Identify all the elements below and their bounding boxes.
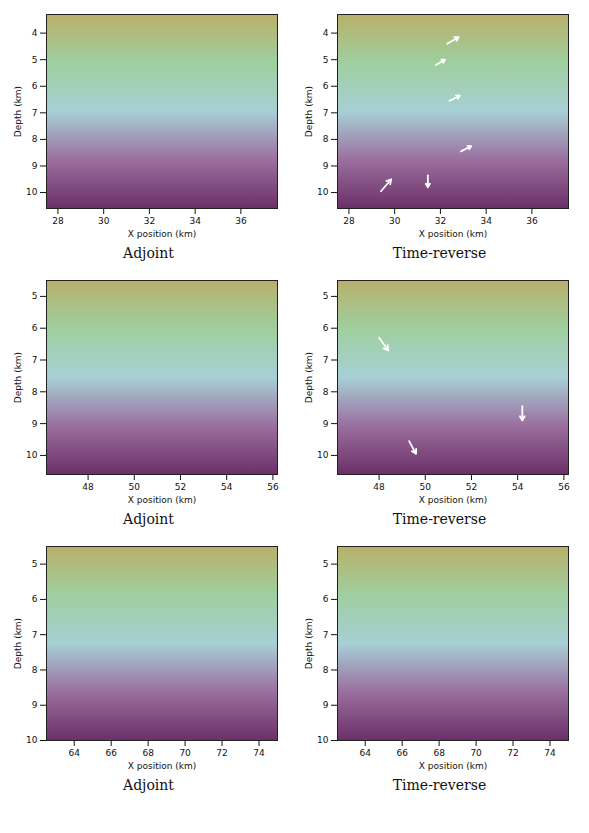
svg-text:56: 56 bbox=[558, 482, 570, 492]
svg-text:5: 5 bbox=[32, 55, 38, 65]
svg-text:Depth (km): Depth (km) bbox=[304, 86, 314, 137]
svg-text:9: 9 bbox=[323, 700, 329, 710]
svg-text:30: 30 bbox=[389, 216, 401, 226]
svg-text:8: 8 bbox=[323, 665, 329, 675]
svg-text:6: 6 bbox=[323, 594, 329, 604]
svg-text:10: 10 bbox=[26, 187, 38, 197]
svg-text:5: 5 bbox=[32, 291, 38, 301]
svg-text:32: 32 bbox=[435, 216, 446, 226]
svg-text:7: 7 bbox=[323, 630, 329, 640]
svg-text:9: 9 bbox=[323, 418, 329, 428]
svg-text:64: 64 bbox=[68, 748, 80, 758]
svg-text:9: 9 bbox=[32, 161, 38, 171]
svg-text:5: 5 bbox=[32, 559, 38, 569]
svg-text:Depth (km): Depth (km) bbox=[13, 618, 23, 669]
svg-text:4: 4 bbox=[323, 28, 329, 38]
svg-text:66: 66 bbox=[105, 748, 117, 758]
svg-text:10: 10 bbox=[26, 735, 38, 745]
svg-text:68: 68 bbox=[433, 748, 445, 758]
svg-text:7: 7 bbox=[32, 355, 38, 365]
svg-text:6: 6 bbox=[32, 594, 38, 604]
svg-text:48: 48 bbox=[82, 482, 94, 492]
svg-text:10: 10 bbox=[317, 735, 329, 745]
svg-text:Depth (km): Depth (km) bbox=[304, 352, 314, 403]
html-text:Adjoint: Adjoint bbox=[123, 245, 174, 261]
svg-text:36: 36 bbox=[235, 216, 247, 226]
svg-text:36: 36 bbox=[526, 216, 538, 226]
svg-text:5: 5 bbox=[323, 291, 329, 301]
svg-text:34: 34 bbox=[189, 216, 201, 226]
svg-text:Depth (km): Depth (km) bbox=[13, 86, 23, 137]
svg-text:7: 7 bbox=[32, 108, 38, 118]
svg-text:X position (km): X position (km) bbox=[419, 761, 488, 771]
svg-text:28: 28 bbox=[343, 216, 355, 226]
svg-text:6: 6 bbox=[32, 323, 38, 333]
svg-text:6: 6 bbox=[323, 323, 329, 333]
html-text:Time-reverse: Time-reverse bbox=[392, 777, 487, 793]
svg-text:52: 52 bbox=[175, 482, 186, 492]
html-text:Adjoint: Adjoint bbox=[123, 777, 174, 793]
svg-text:10: 10 bbox=[317, 187, 329, 197]
svg-text:5: 5 bbox=[323, 55, 329, 65]
svg-text:32: 32 bbox=[144, 216, 155, 226]
svg-text:70: 70 bbox=[470, 748, 482, 758]
svg-text:8: 8 bbox=[323, 387, 329, 397]
svg-text:9: 9 bbox=[323, 161, 329, 171]
svg-text:70: 70 bbox=[179, 748, 191, 758]
svg-text:Depth (km): Depth (km) bbox=[13, 352, 23, 403]
svg-text:8: 8 bbox=[32, 665, 38, 675]
svg-text:9: 9 bbox=[32, 418, 38, 428]
svg-text:10: 10 bbox=[26, 450, 38, 460]
svg-text:72: 72 bbox=[507, 748, 518, 758]
svg-text:6: 6 bbox=[323, 81, 329, 91]
svg-text:34: 34 bbox=[480, 216, 492, 226]
svg-text:7: 7 bbox=[323, 108, 329, 118]
svg-text:4: 4 bbox=[32, 28, 38, 38]
svg-text:56: 56 bbox=[267, 482, 279, 492]
svg-text:68: 68 bbox=[142, 748, 154, 758]
svg-text:8: 8 bbox=[32, 134, 38, 144]
html-text:Time-reverse: Time-reverse bbox=[392, 245, 487, 261]
html-text:Time-reverse: Time-reverse bbox=[392, 511, 487, 527]
svg-text:74: 74 bbox=[253, 748, 265, 758]
svg-text:X position (km): X position (km) bbox=[128, 495, 197, 505]
svg-text:28: 28 bbox=[52, 216, 64, 226]
svg-text:66: 66 bbox=[396, 748, 408, 758]
svg-text:50: 50 bbox=[129, 482, 141, 492]
svg-text:54: 54 bbox=[512, 482, 524, 492]
svg-text:10: 10 bbox=[317, 450, 329, 460]
svg-text:X position (km): X position (km) bbox=[419, 229, 488, 239]
svg-text:7: 7 bbox=[32, 630, 38, 640]
svg-text:X position (km): X position (km) bbox=[128, 229, 197, 239]
svg-text:52: 52 bbox=[466, 482, 477, 492]
svg-text:72: 72 bbox=[216, 748, 227, 758]
svg-text:Depth (km): Depth (km) bbox=[304, 618, 314, 669]
svg-text:74: 74 bbox=[544, 748, 556, 758]
svg-text:9: 9 bbox=[32, 700, 38, 710]
svg-text:8: 8 bbox=[32, 387, 38, 397]
svg-text:7: 7 bbox=[323, 355, 329, 365]
svg-text:6: 6 bbox=[32, 81, 38, 91]
svg-text:X position (km): X position (km) bbox=[419, 495, 488, 505]
svg-text:X position (km): X position (km) bbox=[128, 761, 197, 771]
svg-text:64: 64 bbox=[359, 748, 371, 758]
svg-text:48: 48 bbox=[373, 482, 385, 492]
svg-text:30: 30 bbox=[98, 216, 110, 226]
svg-text:5: 5 bbox=[323, 559, 329, 569]
html-text:Adjoint: Adjoint bbox=[123, 511, 174, 527]
svg-text:54: 54 bbox=[221, 482, 233, 492]
svg-text:8: 8 bbox=[323, 134, 329, 144]
svg-text:50: 50 bbox=[420, 482, 432, 492]
